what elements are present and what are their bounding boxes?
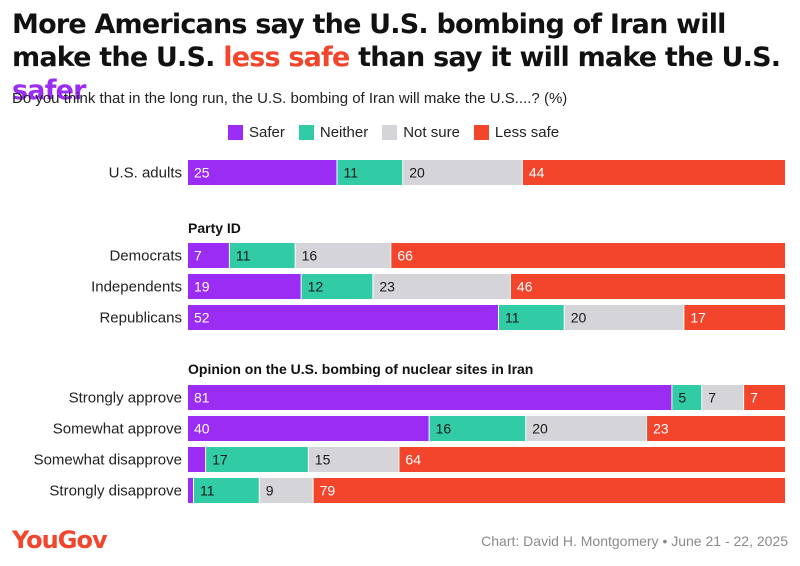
bar-segment-neither — [206, 447, 308, 472]
legend-item-safer: Safer — [228, 124, 285, 141]
data-label-neither: 11 — [200, 483, 215, 499]
row-label: Republicans — [99, 310, 182, 327]
row-label: Strongly disapprove — [49, 483, 182, 500]
data-label-less-safe: 44 — [529, 165, 545, 181]
chart-title: More Americans say the U.S. bombing of I… — [12, 8, 792, 107]
data-label-safer: 81 — [194, 390, 210, 406]
bar-segment-neither — [429, 416, 526, 441]
data-label-not-sure: 20 — [409, 165, 425, 181]
bar-segment-less-safe — [510, 274, 785, 299]
title-text-2: than say it will make the U.S. — [349, 42, 781, 73]
data-label-not-sure: 7 — [708, 390, 716, 406]
row-label: Independents — [91, 279, 182, 296]
bar-segment-less-safe — [684, 305, 785, 330]
bar-segment-safer — [188, 243, 229, 268]
title-less-safe: less safe — [223, 42, 350, 73]
legend-swatch-neither — [298, 125, 314, 140]
bar-segment-not-sure — [308, 447, 399, 472]
data-label-neither: 11 — [236, 248, 251, 264]
bar-segment-safer — [188, 385, 672, 410]
legend-swatch-safer — [228, 125, 243, 140]
row-label: Somewhat approve — [53, 421, 182, 438]
group-heading: Party ID — [188, 220, 241, 236]
bar-segment-not-sure — [373, 274, 510, 299]
data-label-neither: 5 — [678, 390, 686, 406]
bar-segment-neither — [337, 160, 403, 185]
chart-credit: Chart: David H. Montgomery • June 21 - 2… — [481, 533, 788, 549]
bar-segment-not-sure — [702, 385, 744, 410]
bar-segment-less-safe — [647, 416, 785, 441]
data-label-safer: 40 — [194, 421, 210, 437]
legend-label-less-safe: Less safe — [494, 124, 560, 141]
bar-segment-less-safe — [522, 160, 785, 185]
data-label-not-sure: 9 — [266, 483, 274, 499]
title-text-1: More Americans say the U.S. bombing of I… — [12, 9, 726, 73]
bar-segment-not-sure — [295, 243, 391, 268]
title-safer: safer — [12, 75, 86, 106]
group-heading: Opinion on the U.S. bombing of nuclear s… — [188, 361, 533, 377]
row-label: U.S. adults — [109, 165, 182, 182]
bar-segment-safer — [188, 447, 206, 472]
bar-segment-less-safe — [313, 478, 785, 503]
bar-segment-neither — [193, 478, 259, 503]
bar-segment-neither — [229, 243, 295, 268]
bar-segment-less-safe — [399, 447, 785, 472]
data-label-not-sure: 20 — [571, 310, 587, 326]
legend-label-safer: Safer — [249, 124, 285, 141]
data-label-less-safe: 17 — [690, 310, 706, 326]
bar-segment-neither — [301, 274, 373, 299]
bar-segment-less-safe — [744, 385, 785, 410]
row-label: Democrats — [109, 248, 182, 265]
legend-label-not-sure: Not sure — [403, 124, 460, 141]
data-label-not-sure: 20 — [532, 421, 548, 437]
legend-item-less-safe: Less safe — [473, 124, 560, 141]
bar-segment-safer — [188, 478, 193, 503]
bar-segment-not-sure — [403, 160, 522, 185]
data-label-neither: 16 — [436, 421, 452, 437]
bar-segment-not-sure — [564, 305, 684, 330]
row-label: Somewhat disapprove — [34, 452, 182, 469]
data-label-safer: 25 — [194, 165, 210, 181]
bar-segment-safer — [188, 416, 429, 441]
data-label-neither: 17 — [212, 452, 228, 468]
legend-item-neither: Neither — [298, 124, 369, 141]
data-label-less-safe: 66 — [397, 248, 413, 264]
data-label-less-safe: 23 — [653, 421, 669, 437]
data-label-less-safe: 7 — [750, 390, 758, 406]
data-label-less-safe: 79 — [320, 483, 336, 499]
data-label-neither: 11 — [505, 310, 520, 326]
data-label-not-sure: 15 — [315, 452, 331, 468]
bar-segment-not-sure — [259, 478, 313, 503]
bar-segment-neither — [672, 385, 702, 410]
legend-item-not-sure: Not sure — [382, 124, 460, 141]
legend-label-neither: Neither — [319, 124, 369, 141]
yougov-logo: YouGov — [12, 526, 108, 554]
bar-segment-neither — [498, 305, 564, 330]
data-label-neither: 11 — [344, 165, 359, 181]
bar-segment-less-safe — [391, 243, 785, 268]
bar-segment-safer — [188, 160, 337, 185]
legend-swatch-not-sure — [382, 125, 398, 140]
data-label-neither: 12 — [308, 279, 324, 295]
bar-segment-not-sure — [526, 416, 647, 441]
data-label-safer: 52 — [194, 310, 210, 326]
chart-subtitle: Do you think that in the long run, the U… — [12, 90, 568, 107]
data-label-safer: 7 — [194, 248, 202, 264]
row-label: Strongly approve — [69, 390, 182, 407]
data-label-not-sure: 23 — [379, 279, 395, 295]
bar-segment-safer — [188, 274, 301, 299]
bar-segment-safer — [188, 305, 498, 330]
legend: Safer Neither Not sure Less safe — [228, 124, 559, 141]
data-label-safer: 19 — [194, 279, 210, 295]
data-label-less-safe: 46 — [517, 279, 533, 295]
data-label-less-safe: 64 — [405, 452, 421, 468]
legend-swatch-less-safe — [473, 125, 489, 140]
data-label-not-sure: 16 — [302, 248, 318, 264]
